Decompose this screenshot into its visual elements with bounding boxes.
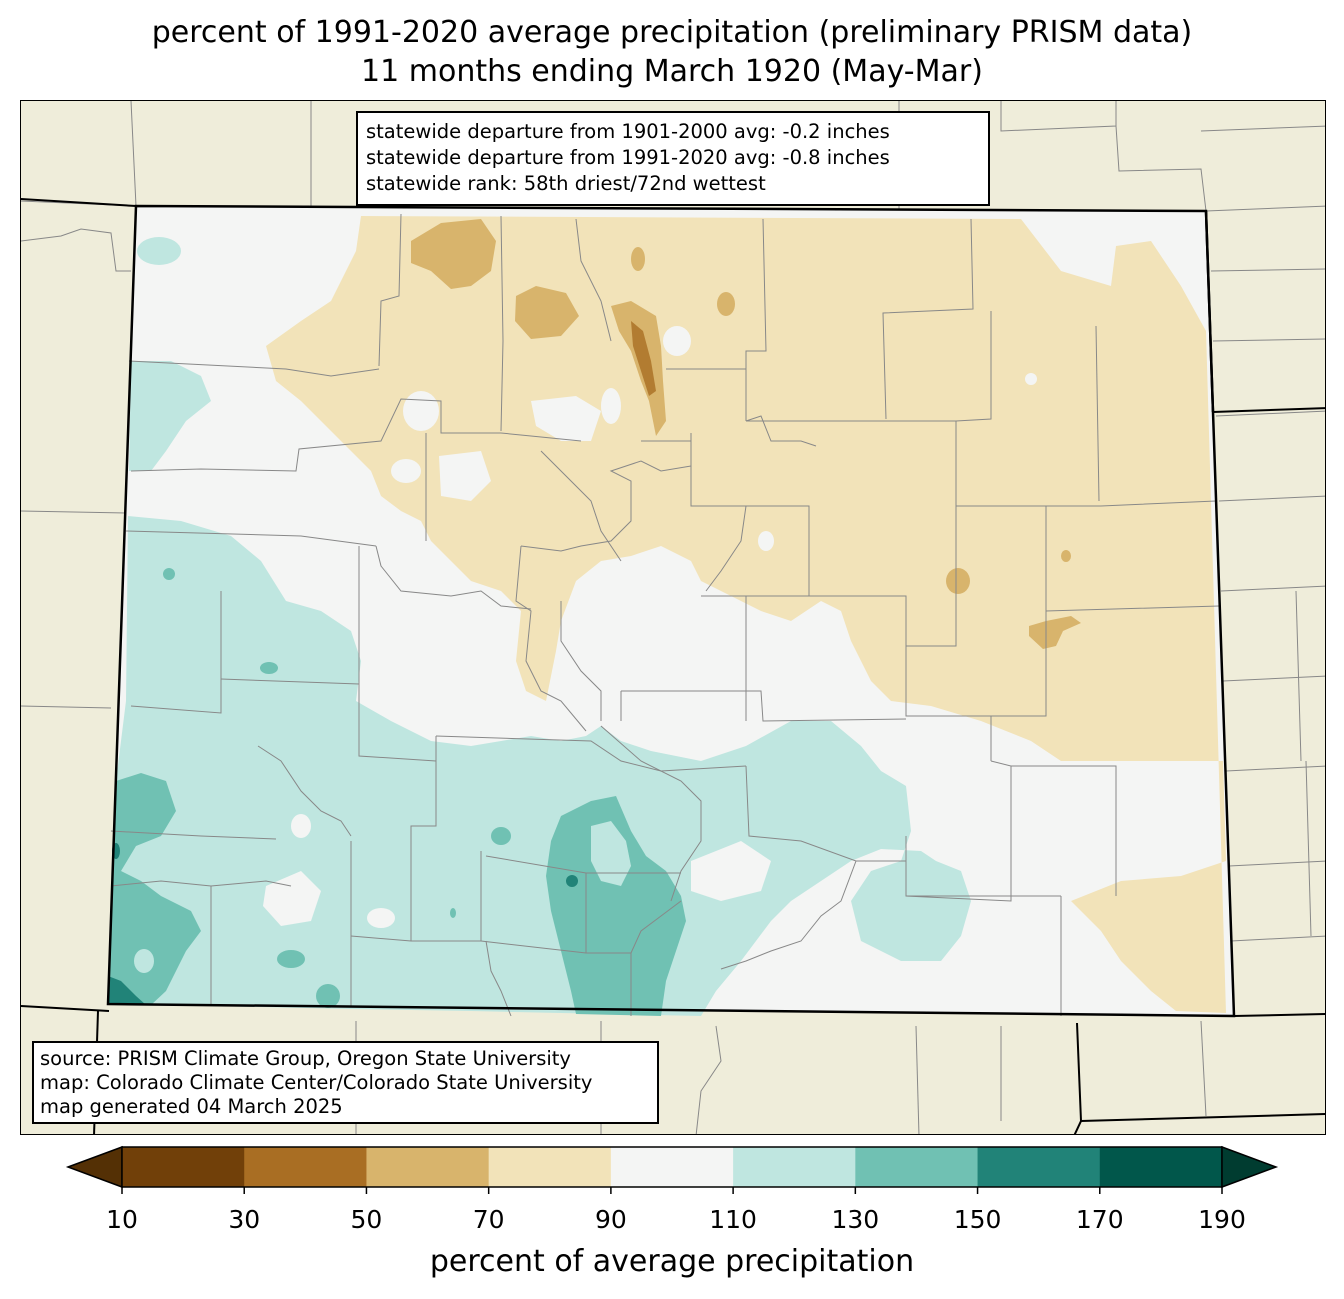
dry-region-70-90 <box>266 216 1226 1013</box>
stats-departure-1901-2000: statewide departure from 1901-2000 avg: … <box>366 120 890 143</box>
colorbar-bin-10-30 <box>122 1147 245 1187</box>
source-map-credit: map: Colorado Climate Center/Colorado St… <box>40 1071 593 1094</box>
map-title-line2: 11 months ending March 1920 (May-Mar) <box>361 54 983 89</box>
wet-patch-inner-sw <box>134 949 154 973</box>
colorbar-tick-label: 90 <box>594 1205 627 1234</box>
colorbar-bin-50-70 <box>366 1147 490 1187</box>
stats-rank: statewide rank: 58th driest/72nd wettest <box>366 172 766 195</box>
colorbar-tick-label: 30 <box>228 1205 261 1234</box>
county-lines <box>110 213 1220 1017</box>
near-normal-cutouts <box>263 649 771 1001</box>
map-title-line1: percent of 1991-2020 average precipitati… <box>151 15 1193 50</box>
wet-region-northwest <box>129 361 211 471</box>
colorbar-tick-marks <box>121 1187 1223 1194</box>
colorbar-bin-70-90 <box>488 1147 612 1187</box>
colorbar-bin-150-170 <box>977 1147 1101 1187</box>
colorbar-over-arrow <box>1221 1145 1279 1189</box>
colorbar-tick-label: 70 <box>472 1205 505 1234</box>
colorbar-tick-label: 130 <box>831 1205 880 1234</box>
colorbar-bins <box>121 1146 1223 1188</box>
colorbar-tick-label: 150 <box>953 1205 1002 1234</box>
map-canvas <box>21 101 1325 1134</box>
colorbar-tick-label: 10 <box>106 1205 138 1234</box>
colorbar-bin-30-50 <box>244 1147 367 1187</box>
source-box: source: PRISM Climate Group, Oregon Stat… <box>32 1041 659 1124</box>
colorbar-tick-label: 170 <box>1075 1205 1124 1234</box>
wet-patches-130-150 <box>108 568 686 1016</box>
colorbar-bin-110-130 <box>733 1147 856 1187</box>
ne-state-border <box>1204 210 1215 413</box>
source-prism: source: PRISM Climate Group, Oregon Stat… <box>40 1047 571 1070</box>
stats-departure-1991-2020: statewide departure from 1991-2020 avg: … <box>366 146 890 169</box>
colorbar-tick-label: 110 <box>709 1205 757 1234</box>
colorbar-label: percent of average precipitation <box>429 1244 915 1279</box>
colorbar-under-arrow <box>65 1145 123 1189</box>
colorbar-bin-130-150 <box>855 1147 979 1187</box>
colorbar-tick-label: 50 <box>350 1205 383 1234</box>
dry-patches-50-70 <box>411 219 1081 649</box>
colorbar-bin-170-190 <box>1099 1147 1223 1187</box>
wet-patch-north <box>137 237 181 265</box>
colorbar <box>65 1145 1279 1194</box>
near-normal-islands <box>391 326 1037 741</box>
colorado-state-border <box>106 204 1236 1018</box>
colorbar-tick-label: 190 <box>1198 1205 1246 1234</box>
statewide-stats-box: statewide departure from 1901-2000 avg: … <box>356 111 990 206</box>
dry-patch-30-50 <box>631 321 656 396</box>
source-generated-date: map generated 04 March 2025 <box>40 1095 343 1118</box>
neighbor-county-lines <box>21 101 1325 1134</box>
colorbar-bin-90-110 <box>610 1147 734 1187</box>
precipitation-map <box>20 100 1326 1135</box>
wet-patch-inner <box>591 821 631 886</box>
